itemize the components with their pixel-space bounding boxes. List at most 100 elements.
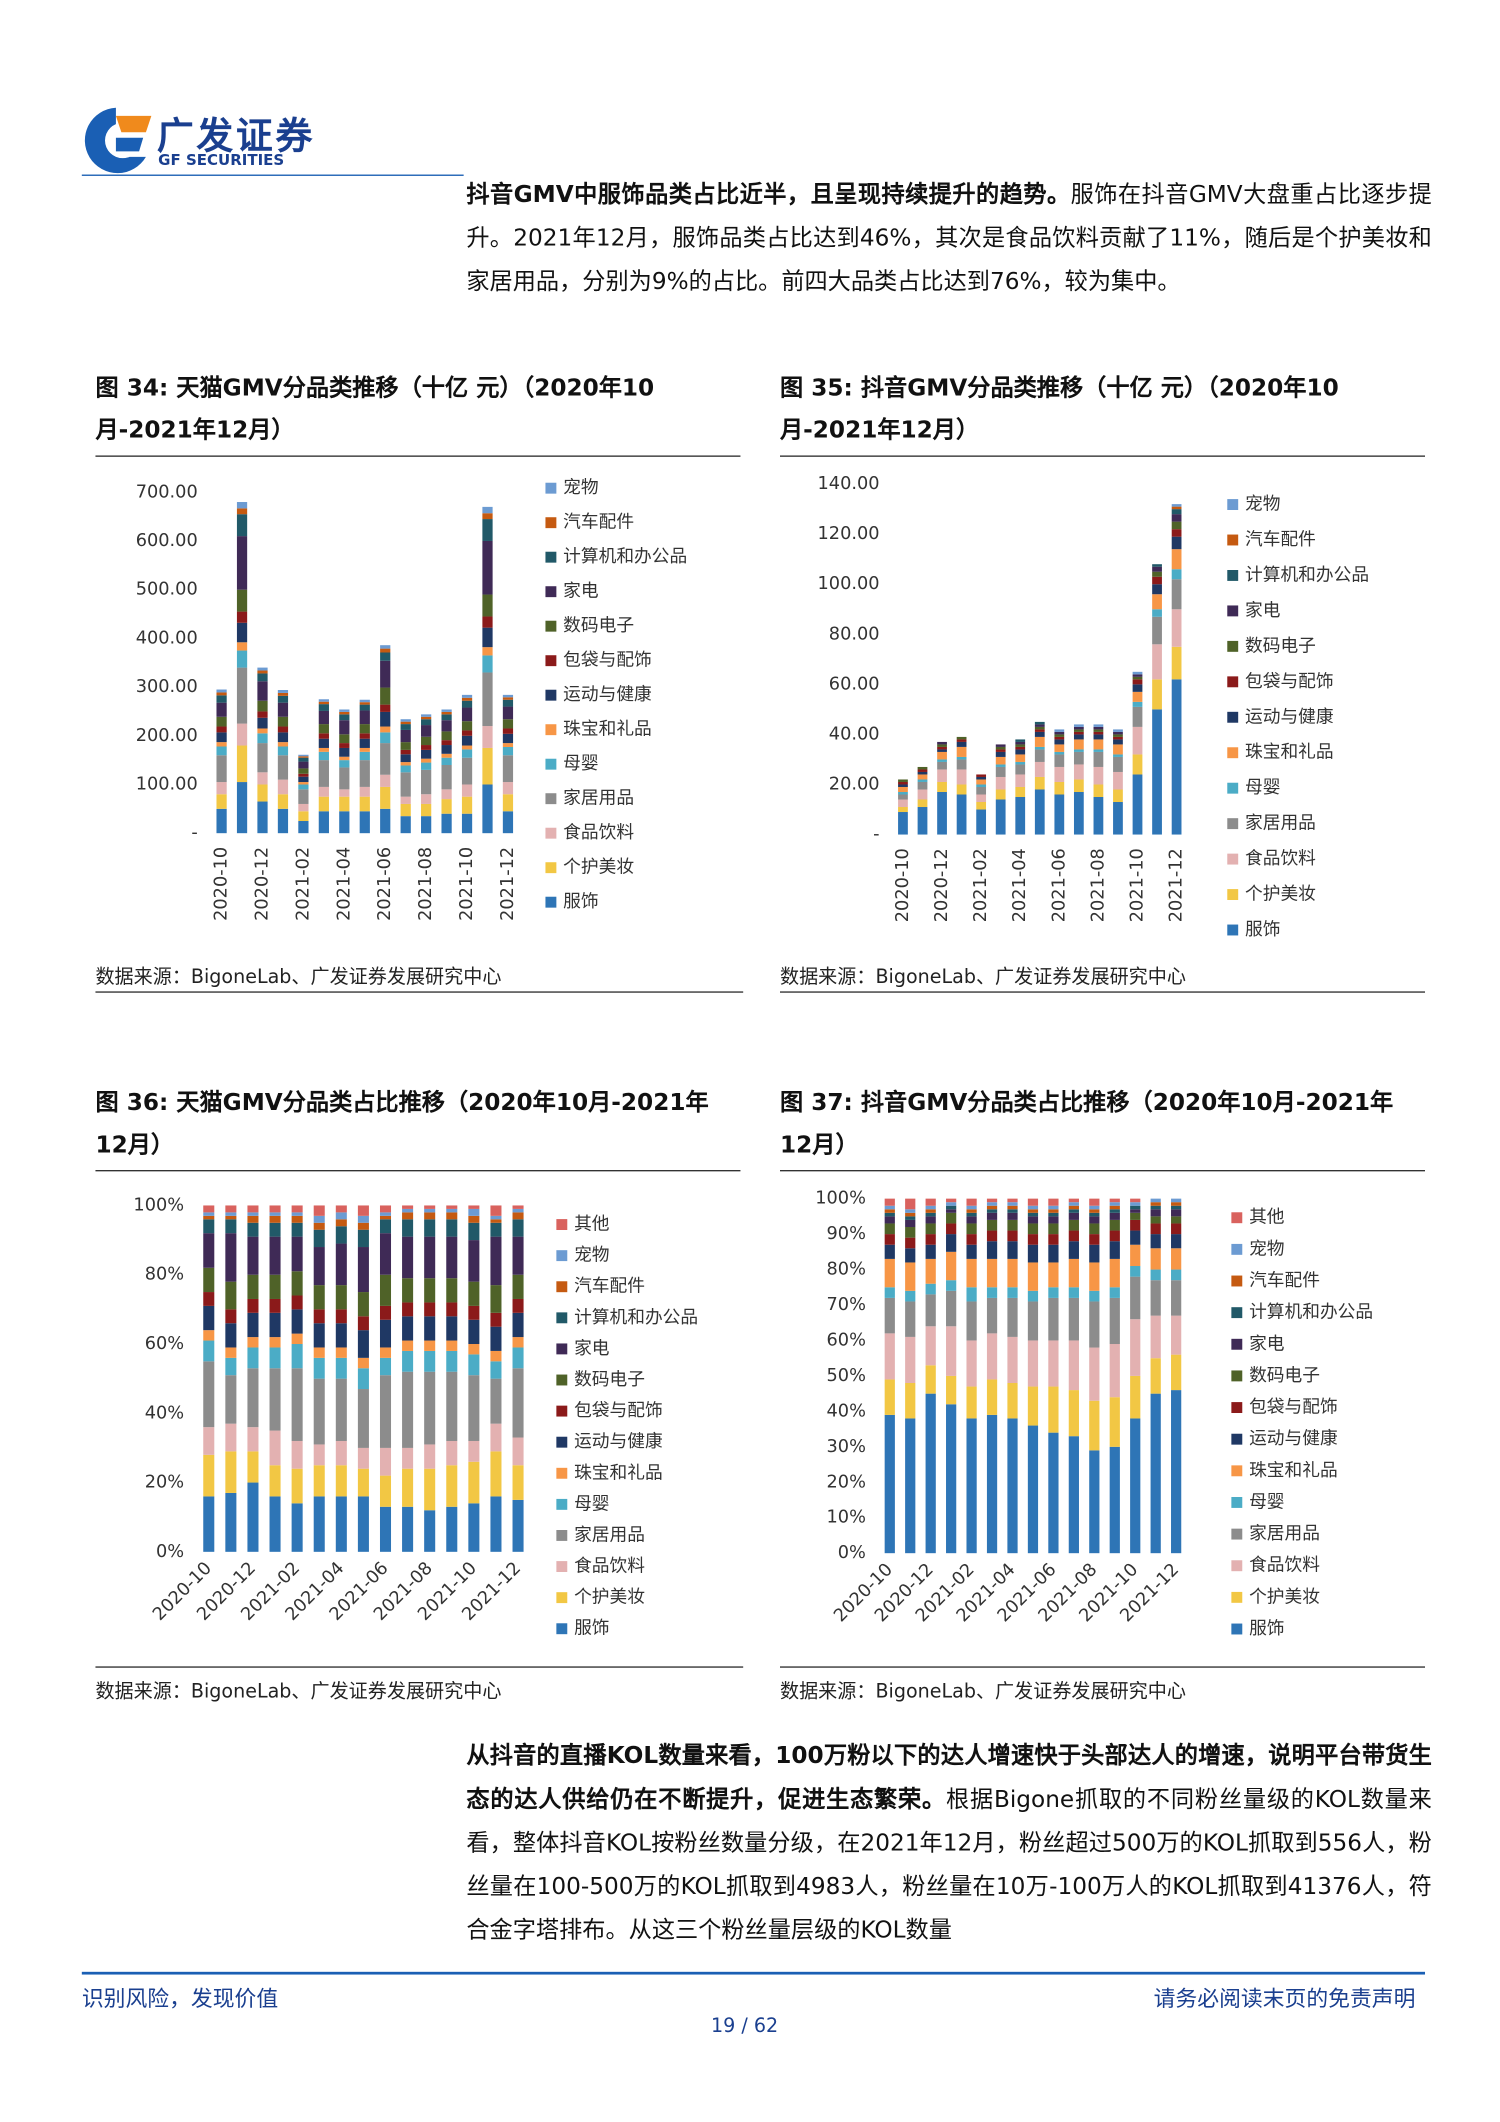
legend-swatch	[1231, 1528, 1243, 1540]
bar-segment	[946, 1205, 957, 1210]
bar-segment	[216, 689, 227, 693]
bar-segment	[1171, 1216, 1182, 1224]
bar-segment	[512, 1205, 524, 1209]
bar-segment	[421, 714, 432, 717]
legend-swatch	[1227, 782, 1239, 794]
bar-segment	[1150, 1358, 1161, 1394]
y-tick-label: 80%	[145, 1265, 184, 1285]
bar-segment	[359, 751, 370, 761]
bar-segment	[1130, 1244, 1141, 1267]
bar-segment	[1073, 751, 1084, 765]
bar-segment	[1068, 1198, 1079, 1203]
bar-segment	[461, 700, 473, 708]
bar-segment	[269, 1465, 281, 1497]
bar-segment	[357, 1215, 369, 1223]
bar-segment	[976, 809, 987, 835]
bar-segment	[468, 1281, 480, 1306]
bar-segment	[1068, 1202, 1079, 1206]
bar-segment	[225, 1375, 237, 1424]
legend-swatch	[556, 1219, 568, 1231]
bar-segment	[446, 1506, 458, 1552]
bar-segment	[400, 749, 411, 755]
legend-label: 家居用品	[563, 788, 634, 809]
legend-swatch	[556, 1281, 568, 1293]
bar-segment	[247, 1312, 259, 1338]
bar-segment	[379, 1357, 392, 1376]
bar-segment	[291, 1236, 303, 1272]
legend-swatch	[545, 517, 557, 529]
legend-swatch	[556, 1405, 568, 1417]
bar-segment	[1007, 1383, 1018, 1419]
bar-segment	[1093, 749, 1104, 752]
bar-segment	[1171, 1248, 1182, 1270]
bar-segment	[1130, 1266, 1141, 1277]
bar-segment	[357, 1357, 369, 1369]
bar-segment	[1068, 1209, 1079, 1213]
bar-segment	[357, 1468, 369, 1497]
bar-segment	[986, 1379, 998, 1415]
bar-segment	[1007, 1198, 1018, 1203]
bar-segment	[380, 652, 391, 661]
bar-segment	[247, 1337, 259, 1348]
bar-segment	[247, 1236, 259, 1275]
bar-segment	[379, 1447, 392, 1476]
bar-segment	[421, 725, 432, 737]
bar-segment	[1034, 726, 1045, 730]
bar-segment	[966, 1418, 977, 1554]
bar-segment	[380, 711, 391, 727]
legend-swatch	[1227, 676, 1239, 688]
bar-segment	[441, 745, 452, 754]
bar-segment	[379, 1506, 392, 1552]
bar-segment	[441, 757, 452, 766]
bar-segment	[298, 789, 309, 804]
bar-segment	[946, 1202, 957, 1206]
bar-segment	[1048, 1198, 1059, 1206]
bar-segment	[298, 811, 309, 822]
bar-segment	[269, 1312, 281, 1338]
legend-label: 宠物	[574, 1245, 609, 1266]
legend-label: 珠宝和礼品	[574, 1462, 663, 1483]
bar-segment	[1089, 1262, 1100, 1291]
y-tick-label: 60%	[827, 1330, 866, 1350]
bar-segment	[357, 1389, 369, 1448]
legend-swatch	[556, 1312, 568, 1324]
legend-label: 宠物	[1249, 1238, 1284, 1259]
bar-segment	[490, 1361, 502, 1379]
bar-segment	[225, 1219, 237, 1234]
footer-left: 识别风险，发现价值	[81, 1985, 279, 2012]
bar-segment	[402, 1506, 414, 1552]
legend-label: 个护美妆	[1245, 884, 1316, 905]
bar-segment	[1132, 674, 1143, 677]
bar-segment	[966, 1301, 977, 1341]
bar-segment	[216, 808, 227, 834]
bar-segment	[236, 611, 248, 623]
bar-segment	[905, 1248, 916, 1263]
bar-segment	[269, 1205, 281, 1213]
legend-swatch	[545, 724, 557, 736]
bar-segment	[1048, 1386, 1059, 1433]
legend-swatch	[556, 1561, 568, 1573]
bar-segment	[937, 761, 947, 770]
bar-segment	[937, 759, 947, 762]
bar-segment	[446, 1465, 458, 1507]
legend-label: 家电	[1249, 1333, 1285, 1354]
legend-label: 家电	[574, 1338, 610, 1359]
bar-segment	[441, 714, 452, 721]
bar-segment	[925, 1212, 936, 1217]
footer-rule	[81, 1971, 1426, 1974]
legend-swatch	[1227, 499, 1239, 511]
bar-segment	[203, 1212, 215, 1216]
bar-segment	[884, 1287, 895, 1298]
y-tick-label: 100%	[133, 1195, 184, 1215]
bar-segment	[502, 733, 514, 744]
bar-segment	[379, 1274, 392, 1306]
bar-segment	[1089, 1290, 1100, 1302]
bar-segment	[1132, 726, 1143, 755]
bar-segment	[490, 1215, 502, 1220]
bar-segment	[313, 1229, 325, 1248]
y-tick-label: 100.00	[818, 574, 880, 594]
legend-label: 其他	[574, 1214, 610, 1235]
bar-segment	[905, 1219, 916, 1228]
bar-segment	[335, 1212, 347, 1220]
